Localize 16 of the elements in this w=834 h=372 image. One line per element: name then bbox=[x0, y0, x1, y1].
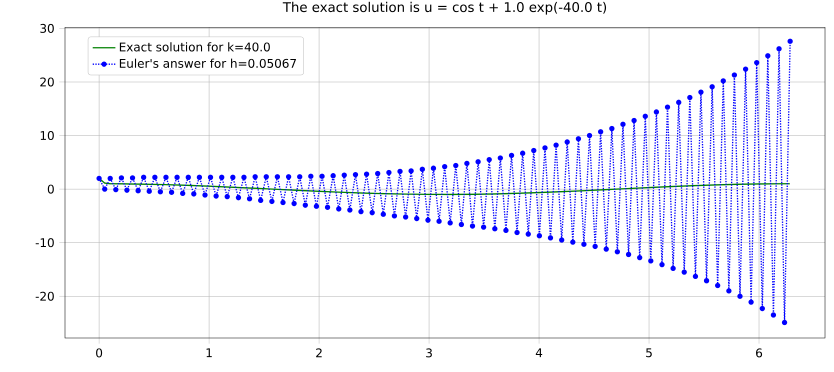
y-tick-label: -10 bbox=[36, 238, 54, 248]
x-tick-label: 1 bbox=[206, 348, 212, 358]
x-tick-label: 3 bbox=[426, 348, 432, 358]
chart-title: The exact solution is u = cos t + 1.0 exp(-40.0 t) bbox=[282, 2, 606, 15]
x-tick-label: 0 bbox=[96, 348, 102, 358]
y-tick-label: 30 bbox=[40, 24, 54, 33]
legend-label: Euler's answer for h=0.05067 bbox=[120, 58, 296, 68]
x-tick-label: 4 bbox=[536, 348, 542, 358]
x-tick-label: 2 bbox=[316, 348, 322, 358]
x-tick-label: 6 bbox=[756, 348, 762, 358]
legend-label: Exact solution for k=40.0 bbox=[120, 42, 270, 52]
y-tick-label: 10 bbox=[40, 131, 54, 140]
y-tick-label: 0 bbox=[48, 184, 54, 194]
y-tick-label: -20 bbox=[36, 292, 54, 301]
y-tick-label: 20 bbox=[40, 77, 54, 86]
x-tick-label: 5 bbox=[646, 348, 652, 358]
